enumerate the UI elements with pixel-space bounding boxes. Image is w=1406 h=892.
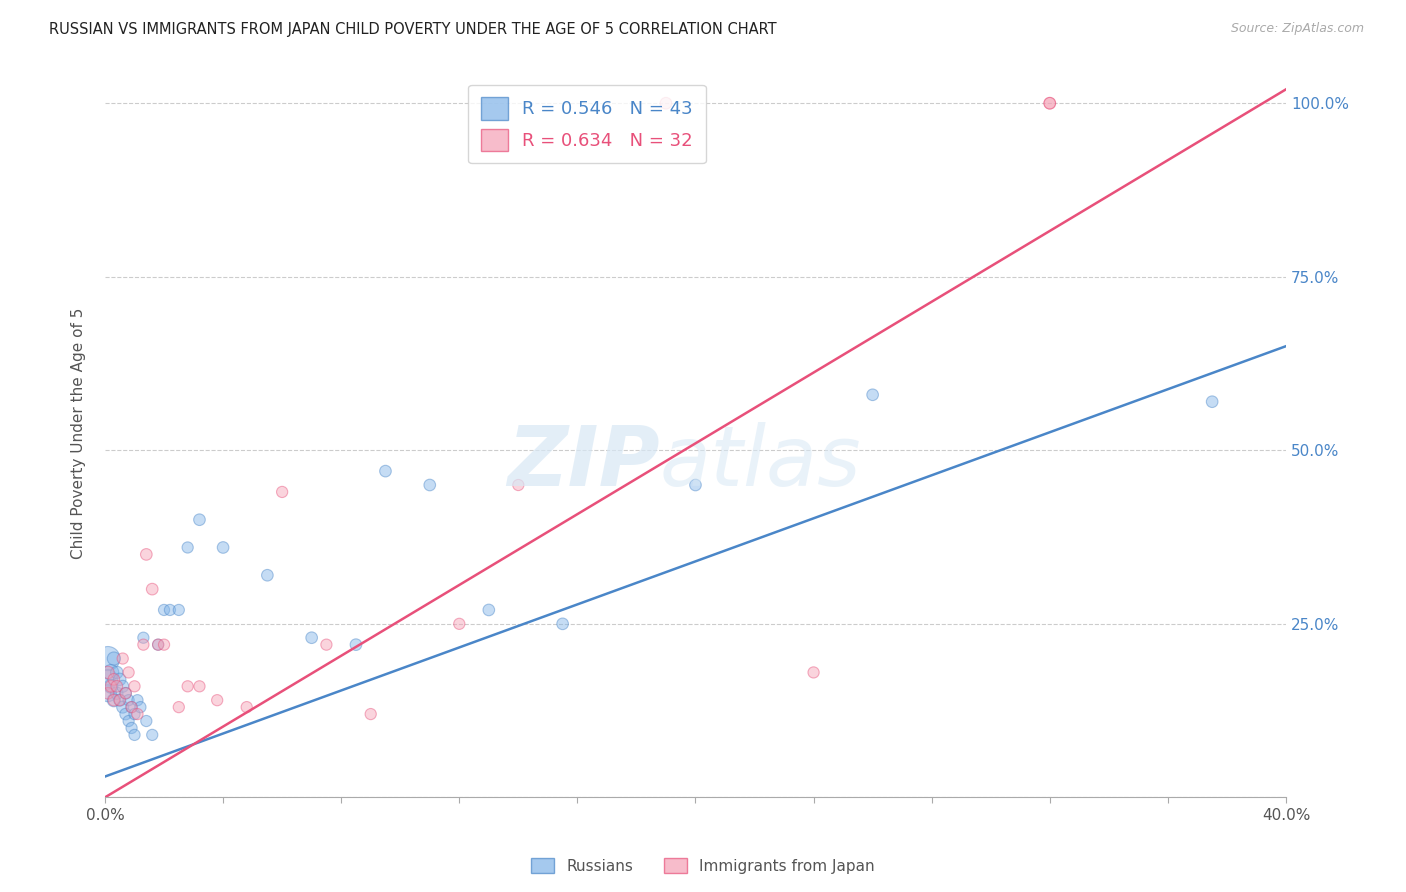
Point [114, 686, 136, 700]
Point [141, 728, 163, 742]
Point [111, 700, 134, 714]
Point [121, 721, 143, 735]
Point [117, 665, 139, 680]
Point [105, 679, 128, 693]
Point [97, 665, 120, 680]
Point [103, 693, 125, 707]
Point [121, 700, 143, 714]
Point [114, 707, 136, 722]
Point [135, 548, 157, 562]
Point [301, 631, 323, 645]
Point [235, 700, 257, 714]
Point [132, 638, 155, 652]
Text: ZIP: ZIP [508, 422, 659, 502]
Point [108, 693, 131, 707]
Point [153, 603, 176, 617]
Point [256, 568, 278, 582]
Point [212, 541, 235, 555]
Point [127, 707, 149, 722]
Point [146, 638, 169, 652]
Point [167, 603, 190, 617]
Point [176, 679, 198, 693]
Point [153, 638, 176, 652]
Point [97, 686, 120, 700]
Point [108, 673, 131, 687]
Point [100, 679, 122, 693]
Point [551, 616, 574, 631]
Point [127, 693, 149, 707]
Y-axis label: Child Poverty Under the Age of 5: Child Poverty Under the Age of 5 [72, 307, 86, 558]
Point [176, 541, 198, 555]
Point [124, 679, 146, 693]
Point [271, 485, 294, 500]
Point [205, 693, 228, 707]
Point [132, 631, 155, 645]
Point [100, 665, 122, 680]
Point [111, 679, 134, 693]
Point [360, 707, 382, 722]
Point [685, 478, 707, 492]
Point [167, 700, 190, 714]
Point [111, 651, 134, 665]
Point [803, 665, 825, 680]
Point [1039, 96, 1062, 111]
Point [188, 679, 211, 693]
Point [1201, 394, 1223, 409]
Legend: Russians, Immigrants from Japan: Russians, Immigrants from Japan [526, 852, 880, 880]
Point [117, 714, 139, 728]
Point [97, 651, 120, 665]
Point [188, 513, 211, 527]
Point [862, 388, 884, 402]
Point [103, 693, 125, 707]
Point [97, 673, 120, 687]
Point [655, 96, 678, 111]
Point [121, 700, 143, 714]
Point [146, 638, 169, 652]
Point [478, 603, 501, 617]
Point [124, 707, 146, 722]
Point [508, 478, 530, 492]
Point [159, 603, 181, 617]
Point [97, 686, 120, 700]
Point [129, 700, 152, 714]
Point [419, 478, 441, 492]
Point [449, 616, 471, 631]
Point [103, 651, 125, 665]
Point [141, 582, 163, 596]
Point [100, 679, 122, 693]
Legend: R = 0.546   N = 43, R = 0.634   N = 32: R = 0.546 N = 43, R = 0.634 N = 32 [468, 85, 706, 163]
Point [135, 714, 157, 728]
Point [1039, 96, 1062, 111]
Text: Source: ZipAtlas.com: Source: ZipAtlas.com [1230, 22, 1364, 36]
Point [108, 693, 131, 707]
Text: atlas: atlas [659, 422, 862, 502]
Point [103, 673, 125, 687]
Point [374, 464, 396, 478]
Point [105, 686, 128, 700]
Point [114, 686, 136, 700]
Point [315, 638, 337, 652]
Point [124, 728, 146, 742]
Point [117, 693, 139, 707]
Point [344, 638, 367, 652]
Text: RUSSIAN VS IMMIGRANTS FROM JAPAN CHILD POVERTY UNDER THE AGE OF 5 CORRELATION CH: RUSSIAN VS IMMIGRANTS FROM JAPAN CHILD P… [49, 22, 778, 37]
Point [105, 665, 128, 680]
